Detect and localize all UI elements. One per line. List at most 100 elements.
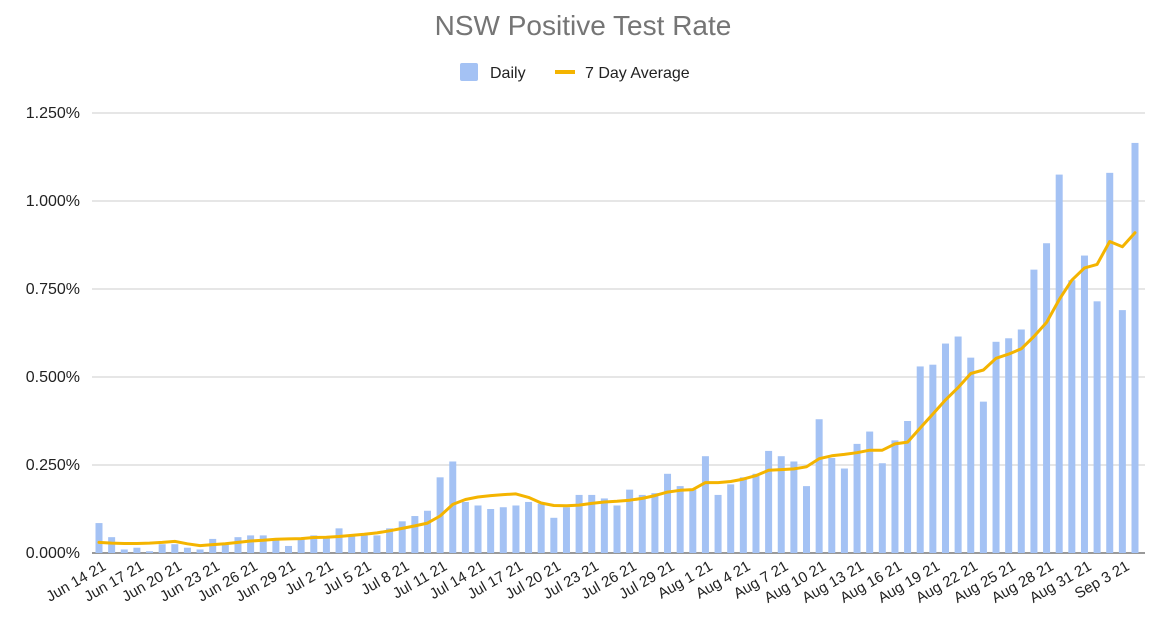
daily-bar xyxy=(1017,329,1025,553)
daily-bar xyxy=(272,538,280,553)
daily-bar xyxy=(1106,172,1114,553)
daily-bar xyxy=(373,535,381,553)
daily-bar xyxy=(108,537,116,553)
daily-bar xyxy=(803,486,811,553)
daily-bar xyxy=(1030,269,1038,553)
daily-bar xyxy=(739,477,747,553)
daily-bar xyxy=(777,456,785,553)
daily-bar xyxy=(158,544,166,553)
daily-bar xyxy=(423,510,431,553)
y-tick-label: 1.000% xyxy=(26,193,80,210)
daily-bar xyxy=(638,494,646,553)
daily-bar xyxy=(322,537,330,553)
daily-bar xyxy=(411,516,419,553)
daily-bar xyxy=(676,486,684,553)
daily-bar xyxy=(815,419,823,553)
daily-bar xyxy=(600,498,608,553)
daily-bar xyxy=(1093,301,1101,553)
daily-bar xyxy=(992,341,1000,553)
chart-title: NSW Positive Test Rate xyxy=(435,10,732,41)
daily-bar xyxy=(904,421,912,553)
daily-bar xyxy=(840,468,848,553)
y-tick-label: 1.250% xyxy=(26,105,80,122)
daily-bar xyxy=(348,535,356,553)
daily-bar xyxy=(499,507,507,553)
daily-bar xyxy=(398,521,406,553)
daily-bar xyxy=(853,443,861,553)
daily-bar xyxy=(95,523,103,553)
daily-bar xyxy=(259,535,267,553)
daily-bar xyxy=(297,538,305,553)
daily-bar xyxy=(1055,174,1063,553)
daily-bar xyxy=(765,450,773,553)
daily-bar xyxy=(1005,338,1013,553)
daily-bar xyxy=(449,461,457,553)
daily-bar xyxy=(891,440,899,553)
daily-bar xyxy=(550,517,558,553)
y-tick-label: 0.500% xyxy=(26,369,80,386)
daily-bar xyxy=(221,544,229,553)
daily-bar xyxy=(196,549,204,553)
daily-bar xyxy=(562,507,570,553)
daily-bar xyxy=(727,484,735,553)
daily-bar xyxy=(525,501,533,553)
y-tick-label: 0.250% xyxy=(26,457,80,474)
daily-bar xyxy=(979,401,987,553)
daily-bar xyxy=(752,473,760,553)
daily-bar xyxy=(588,494,596,553)
daily-bar xyxy=(790,461,798,553)
daily-bar xyxy=(575,494,583,553)
y-tick-label: 0.750% xyxy=(26,281,80,298)
daily-bar xyxy=(664,473,672,553)
daily-bar xyxy=(613,505,621,553)
legend: Daily 7 Day Average xyxy=(460,63,690,82)
daily-bar xyxy=(247,535,255,553)
daily-bar xyxy=(285,545,293,553)
legend-average-label: 7 Day Average xyxy=(585,65,690,82)
daily-bar xyxy=(941,343,949,553)
daily-bars xyxy=(95,142,1139,554)
daily-bar xyxy=(916,366,924,553)
legend-daily-label: Daily xyxy=(490,65,526,82)
daily-bar xyxy=(360,535,368,553)
daily-bar xyxy=(512,505,520,553)
legend-daily-swatch xyxy=(460,63,478,81)
daily-bar xyxy=(1080,255,1088,553)
daily-bar xyxy=(183,547,191,553)
daily-bar xyxy=(967,357,975,553)
daily-bar xyxy=(171,544,179,553)
daily-bar xyxy=(487,509,495,553)
daily-bar xyxy=(1131,142,1139,554)
daily-bar xyxy=(310,535,318,553)
daily-bar xyxy=(878,463,886,553)
daily-bar xyxy=(120,549,128,553)
daily-bar xyxy=(626,489,634,553)
daily-bar xyxy=(146,551,154,553)
daily-bar xyxy=(474,505,482,553)
daily-bar xyxy=(335,528,343,553)
daily-bar xyxy=(1068,280,1076,553)
average-line xyxy=(97,231,1137,548)
daily-bar xyxy=(954,336,962,553)
daily-bar xyxy=(461,501,469,553)
daily-bar xyxy=(234,537,242,553)
daily-bar xyxy=(828,457,836,553)
average-line-group xyxy=(97,231,1137,548)
y-axis-ticks: 0.000% 0.250% 0.500% 0.750% 1.000% 1.250% xyxy=(26,105,80,562)
daily-bar xyxy=(701,456,709,553)
daily-bar xyxy=(714,494,722,553)
gridlines xyxy=(92,112,1145,554)
daily-bar xyxy=(1118,310,1126,553)
daily-bar xyxy=(866,431,874,553)
daily-bar xyxy=(537,503,545,553)
daily-bar xyxy=(1043,243,1051,554)
daily-bar xyxy=(386,528,394,553)
y-tick-label: 0.000% xyxy=(26,545,80,562)
daily-bar xyxy=(133,547,141,553)
daily-bar xyxy=(689,489,697,553)
daily-bar xyxy=(651,493,659,553)
daily-bar xyxy=(929,364,937,553)
